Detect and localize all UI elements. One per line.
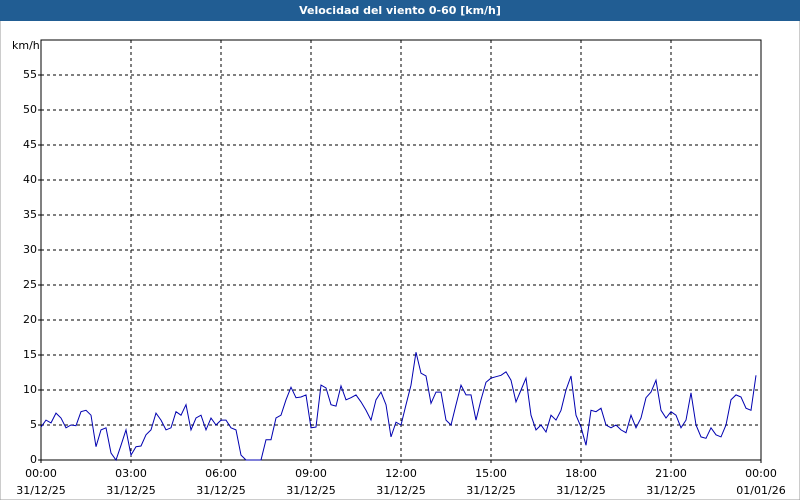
y-tick-label: 15 bbox=[23, 348, 37, 361]
y-tick-label: 50 bbox=[23, 103, 37, 116]
y-tick-label: 5 bbox=[30, 418, 37, 431]
x-tick-label: 18:00 bbox=[565, 467, 597, 480]
x-tick-label: 15:00 bbox=[475, 467, 507, 480]
y-tick-label: 0 bbox=[30, 453, 37, 466]
x-tick-date: 31/12/25 bbox=[196, 484, 245, 497]
x-tick-label: 00:00 bbox=[25, 467, 57, 480]
title-bar bbox=[0, 0, 800, 21]
x-tick-date: 31/12/25 bbox=[16, 484, 65, 497]
x-tick-date: 31/12/25 bbox=[466, 484, 515, 497]
y-tick-label: 25 bbox=[23, 278, 37, 291]
y-axis-label: km/h bbox=[12, 39, 40, 52]
x-tick-label: 09:00 bbox=[295, 467, 327, 480]
x-tick-date: 01/01/26 bbox=[736, 484, 785, 497]
y-tick-label: 45 bbox=[23, 138, 37, 151]
x-tick-label: 12:00 bbox=[385, 467, 417, 480]
y-tick-label: 30 bbox=[23, 243, 37, 256]
y-tick-label: 55 bbox=[23, 68, 37, 81]
x-tick-date: 31/12/25 bbox=[286, 484, 335, 497]
x-tick-date: 31/12/25 bbox=[556, 484, 605, 497]
y-tick-label: 10 bbox=[23, 383, 37, 396]
y-tick-label: 40 bbox=[23, 173, 37, 186]
x-tick-label: 06:00 bbox=[205, 467, 237, 480]
chart-title: Velocidad del viento 0-60 [km/h] bbox=[299, 4, 501, 17]
wind-line bbox=[40, 352, 757, 462]
x-tick-date: 31/12/25 bbox=[376, 484, 425, 497]
x-tick-label: 21:00 bbox=[655, 467, 687, 480]
x-tick-date: 31/12/25 bbox=[646, 484, 695, 497]
x-tick-label: 00:00 bbox=[745, 467, 777, 480]
x-tick-date: 31/12/25 bbox=[106, 484, 155, 497]
x-tick-label: 03:00 bbox=[115, 467, 147, 480]
y-tick-label: 35 bbox=[23, 208, 37, 221]
y-tick-label: 20 bbox=[23, 313, 37, 326]
